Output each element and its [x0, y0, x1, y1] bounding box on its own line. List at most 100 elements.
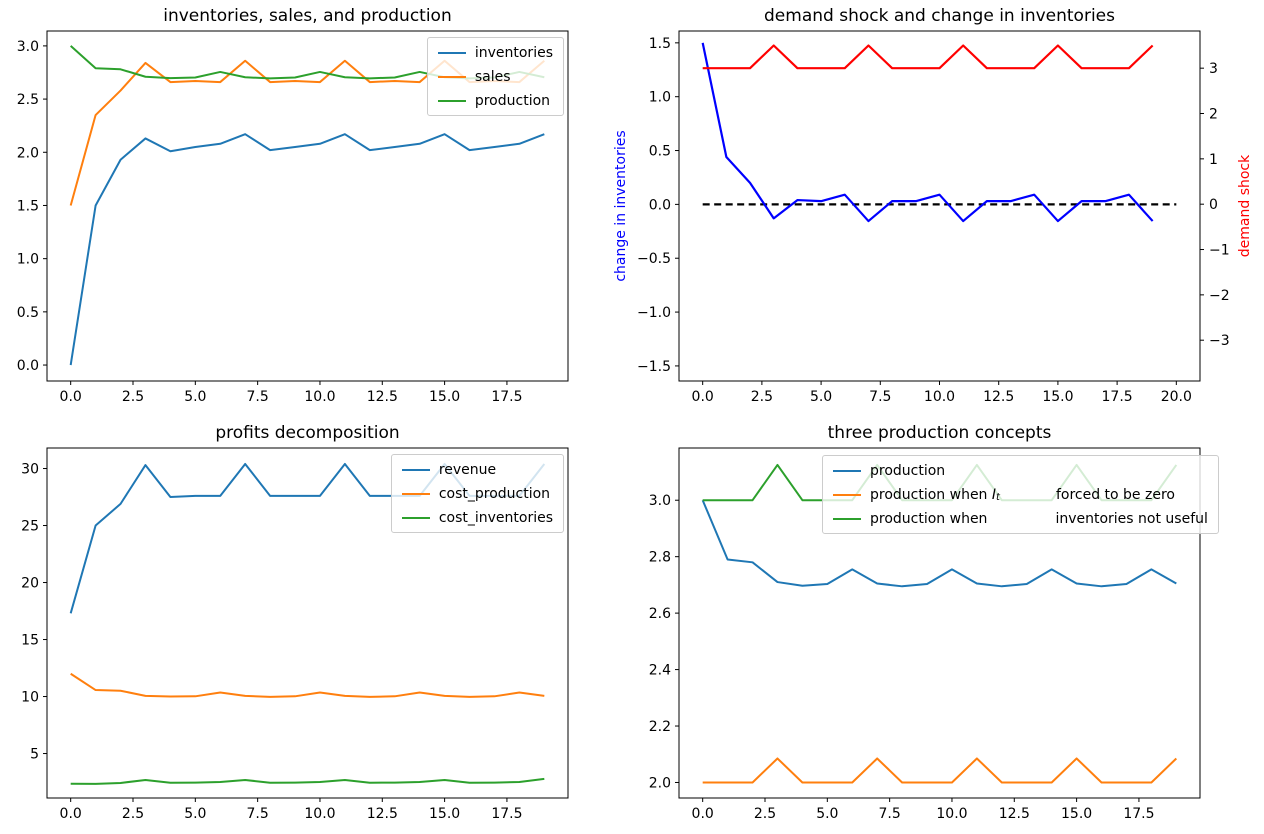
y-tick-label: 15 [21, 633, 39, 649]
legend-label-text: cost_production [438, 485, 551, 502]
legend-item-production: production [833, 460, 1208, 481]
series-line-inventories [69, 133, 545, 366]
x-tick-label: 12.5 [983, 389, 1014, 405]
plot-title: demand shock and change in inventories [764, 6, 1115, 26]
legend-line-sample [437, 99, 466, 102]
x-tick-label: 2.5 [122, 806, 144, 822]
y-tick-label: −1.0 [637, 305, 671, 321]
y-tick-label: 25 [21, 519, 39, 535]
legend-item-production-when-inventories-not-useful: production when inventories not useful [833, 508, 1208, 529]
legend-box: inventories sales production [426, 37, 564, 116]
legend-line-sample [833, 493, 861, 496]
series-line-cost-production [70, 672, 545, 698]
right-y-tick-label: −1 [1209, 243, 1230, 259]
x-tick-label: 17.5 [491, 389, 522, 405]
y-tick-label: 30 [21, 462, 39, 478]
x-tick-label: 10.0 [924, 389, 955, 405]
plot-area-demand-shock-and-change-in-inventories: 0.0 2.5 5.0 7.5 10.0 12.5 15.0 17.5 20.0−1.5−1.0… [637, 30, 1230, 405]
axes-spines [678, 30, 1201, 382]
legend-item-production: production [437, 90, 553, 111]
legend-line-sample [833, 469, 861, 472]
x-tick-label: 15.0 [1061, 806, 1092, 822]
right-y-tick-label: 0 [1209, 197, 1218, 213]
legend-label-text: production when [870, 486, 992, 503]
x-tick-label: 0.0 [692, 806, 714, 822]
y-tick-label: 20 [21, 576, 39, 592]
x-tick-label: 5.0 [184, 389, 206, 405]
x-tick-label: 2.5 [122, 389, 144, 405]
x-tick-label: 7.5 [247, 389, 269, 405]
legend-item-sales: sales [437, 66, 553, 87]
right-y-tick-label: 3 [1209, 61, 1218, 77]
y-tick-label: 2.8 [649, 550, 671, 566]
legend-label-text: production [474, 92, 551, 109]
y-tick-label: 5 [30, 747, 39, 763]
legend-item-cost-inventories: cost_inventories [401, 507, 553, 528]
x-tick-label: 2.5 [754, 806, 776, 822]
y-tick-label: 1.5 [649, 36, 671, 52]
legend-label-text: sales [474, 68, 511, 85]
plot-title: three production concepts [827, 423, 1052, 443]
x-tick-label: 15.0 [429, 389, 460, 405]
y-tick-label: 0.5 [649, 144, 671, 160]
legend-line-sample [437, 75, 466, 78]
x-tick-label: 12.5 [367, 806, 398, 822]
x-tick-label: 0.0 [60, 389, 82, 405]
legend-line-sample [401, 468, 430, 471]
x-tick-label: 17.5 [491, 806, 522, 822]
x-tick-label: 12.5 [999, 806, 1030, 822]
y-tick-label: 0.0 [649, 197, 671, 213]
x-tick-label: 20.0 [1161, 389, 1192, 405]
x-tick-label: 15.0 [429, 806, 460, 822]
x-tick-label: 10.0 [936, 806, 967, 822]
legend-label-text: revenue [438, 461, 497, 478]
subplot-inventories-sales-production: inventories, sales, and production 0.0 2.… [0, 0, 632, 417]
y-tick-label: −1.5 [637, 359, 671, 375]
left-y-axis-label: change in inventories [613, 130, 629, 282]
axes-spines [46, 447, 569, 799]
legend-label-text: forced to be zero [1055, 486, 1175, 503]
subplot-three-production-concepts: three production concepts 0.0 2.5 5.0 7.5 10… [632, 417, 1264, 834]
x-tick-label: 0.0 [692, 389, 714, 405]
axes-spines [46, 30, 569, 382]
plot-title: profits decomposition [215, 423, 400, 443]
y-tick-label: 1.5 [17, 198, 39, 214]
subplot-profits-decomposition: profits decomposition 0.0 2.5 5.0 7.5 10.0 12… [0, 417, 632, 834]
series-line-change-in-inventories [701, 42, 1154, 223]
legend-label-text: inventories not useful [1055, 510, 1208, 527]
series-line-cost-inventories [70, 777, 545, 785]
x-tick-label: 5.0 [184, 806, 206, 822]
right-y-axis-label: demand shock [1237, 154, 1253, 258]
x-tick-label: 5.0 [810, 389, 832, 405]
x-tick-label: 17.5 [1123, 806, 1154, 822]
series-line-production [701, 499, 1177, 588]
legend-item-revenue: revenue [401, 459, 553, 480]
y-tick-label: 1.0 [649, 90, 671, 106]
legend-box: revenue cost_production cost_inventories [390, 454, 564, 533]
legend-label-text: production [870, 462, 946, 479]
x-tick-label: 10.0 [304, 806, 335, 822]
legend-line-sample [401, 516, 430, 519]
y-tick-label: 2.6 [649, 606, 671, 622]
x-tick-label: 7.5 [247, 806, 269, 822]
y-tick-label: 0.0 [17, 358, 39, 374]
x-tick-label: 10.0 [304, 389, 335, 405]
x-tick-label: 15.0 [1042, 389, 1073, 405]
subplot-demand-shock-change-in-inventories: demand shock and change in inventories 0… [613, 0, 1264, 417]
plot-area-three-production-concepts: 0.0 2.5 5.0 7.5 10.0 12.5 15.0 17.5 2.0 2.2 2.4 2.6… [649, 447, 1201, 822]
legend-label-text: inventories [474, 44, 553, 61]
legend-item-cost-production: cost_production [401, 483, 553, 504]
x-tick-label: 5.0 [816, 806, 838, 822]
series-line-demand-shock [702, 44, 1154, 70]
y-tick-label: 2.0 [17, 145, 39, 161]
y-tick-label: −0.5 [637, 251, 671, 267]
y-tick-label: 2.2 [649, 719, 671, 735]
right-y-tick-label: 1 [1209, 152, 1218, 168]
y-tick-label: 2.0 [649, 775, 671, 791]
axes-spines [678, 447, 1201, 799]
x-tick-label: 0.0 [60, 806, 82, 822]
right-y-tick-label: −2 [1209, 288, 1230, 304]
